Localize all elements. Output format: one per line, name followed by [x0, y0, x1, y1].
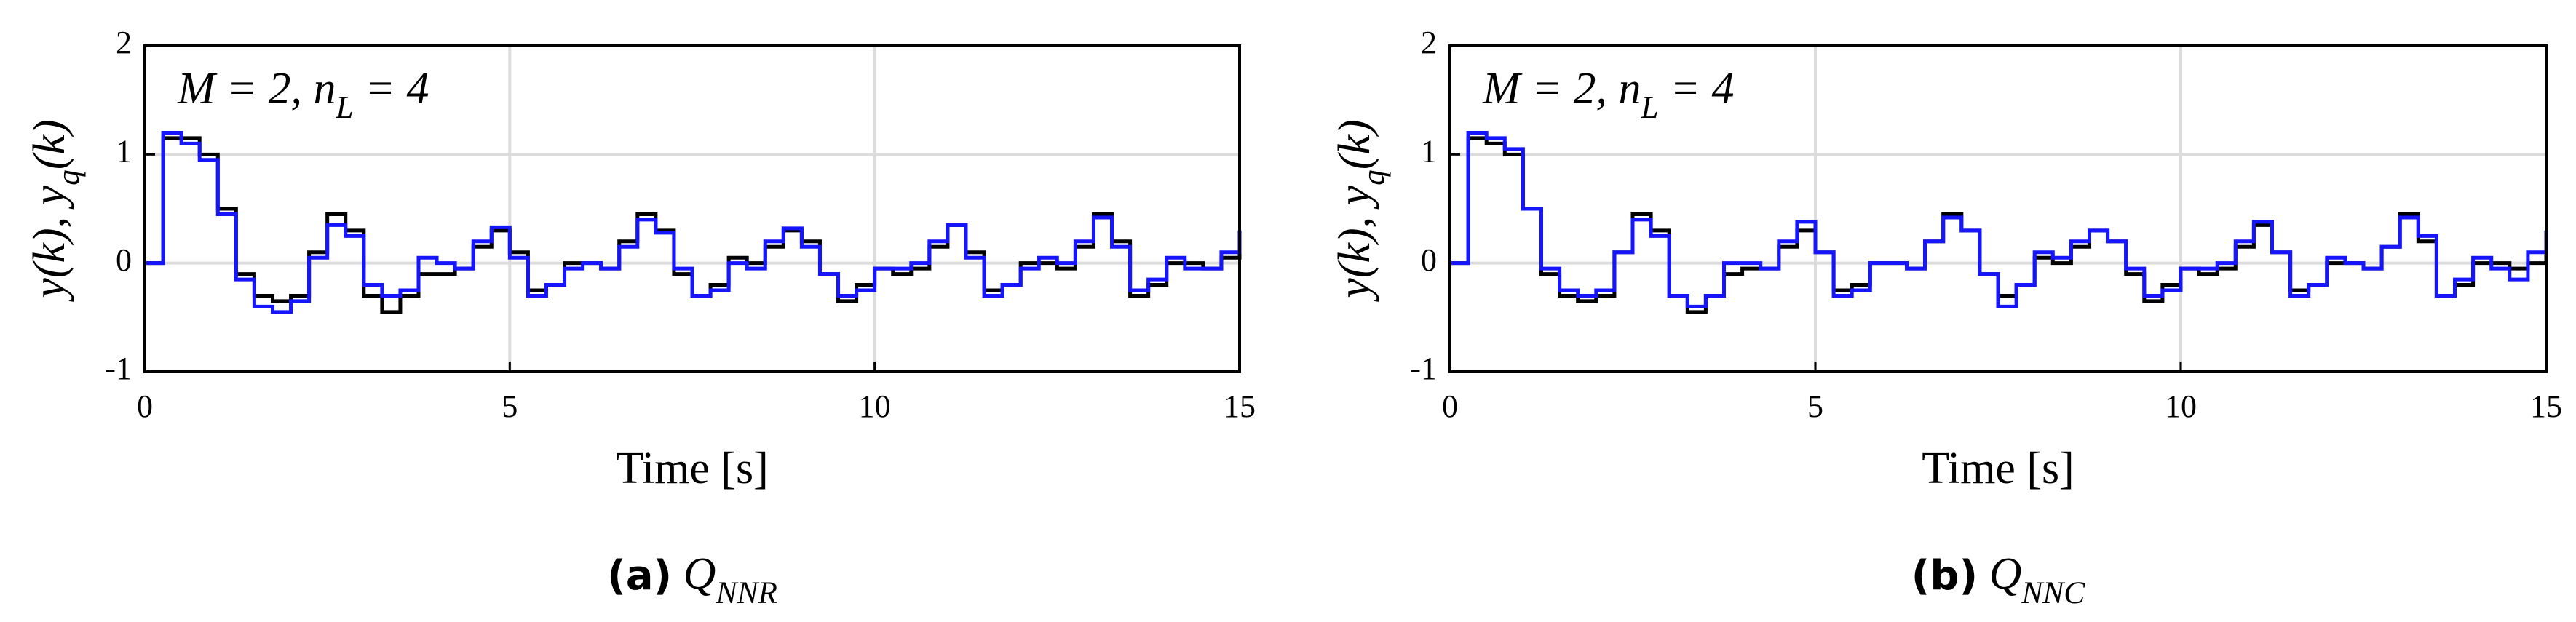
x-tick-label: 10 — [2165, 388, 2197, 424]
y-tick-label: 1 — [116, 133, 132, 169]
caption-part: NNC — [2021, 575, 2085, 610]
caption-part: Q — [1978, 549, 2021, 599]
y-tick-label: -1 — [105, 351, 132, 386]
caption: (a) QNNR — [607, 549, 777, 610]
x-axis-label: Time [s] — [1922, 444, 2074, 493]
caption-part: NNR — [715, 575, 777, 610]
y-tick-label: 1 — [1421, 133, 1437, 169]
y-tick-label: 0 — [116, 242, 132, 278]
annotation-part: M = 2, n — [1482, 64, 1641, 113]
x-tick-label: 5 — [1807, 388, 1823, 424]
y-axis-label: y(k), yq(k) — [1330, 119, 1391, 302]
x-tick-label: 0 — [1442, 388, 1458, 424]
annotation: M = 2, nL = 4 — [1482, 64, 1734, 125]
annotation: M = 2, nL = 4 — [177, 64, 429, 125]
annotation-part: L — [1640, 90, 1658, 125]
y-tick-label: 2 — [1421, 25, 1437, 60]
y-axis-label-part: (k) — [25, 119, 74, 170]
axes-box — [1448, 44, 2548, 373]
x-axis-label: Time [s] — [616, 444, 769, 493]
y-axis-label-part: q — [51, 170, 86, 186]
annotation-part: = 4 — [354, 64, 429, 113]
y-axis-label-part: y(k), y — [1330, 185, 1379, 302]
step-line — [1450, 130, 2548, 308]
caption: (b) QNNC — [1911, 549, 2085, 610]
y-tick-label: -1 — [1410, 351, 1437, 386]
axes-box — [143, 44, 1241, 373]
y-axis-label-part: q — [1356, 170, 1391, 186]
x-tick-label: 5 — [502, 388, 518, 424]
y-axis-label-part: (k) — [1330, 119, 1379, 170]
y-axis-label: y(k), yq(k) — [25, 119, 86, 302]
x-tick-label: 10 — [859, 388, 891, 424]
caption-part: Q — [672, 549, 716, 599]
caption-part: (a) — [607, 552, 672, 599]
y-axis-label-part: y(k), y — [25, 185, 74, 302]
x-tick-label: 15 — [2530, 388, 2562, 424]
annotation-part: L — [335, 90, 353, 125]
x-tick-label: 15 — [1224, 388, 1256, 424]
annotation-part: M = 2, n — [177, 64, 336, 113]
caption-part: (b) — [1911, 552, 1978, 599]
x-tick-label: 0 — [137, 388, 153, 424]
y-tick-label: 2 — [116, 25, 132, 60]
annotation-part: = 4 — [1659, 64, 1735, 113]
step-line — [145, 130, 1242, 314]
y-tick-label: 0 — [1421, 242, 1437, 278]
